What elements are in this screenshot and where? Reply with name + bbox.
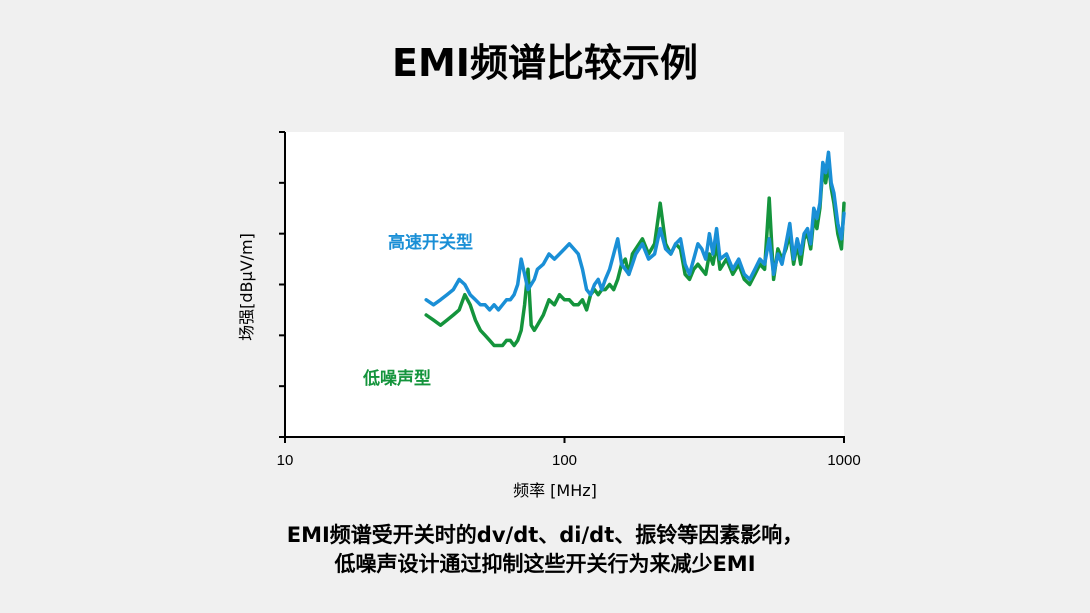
x-axis-label: 频率 [MHz] — [513, 481, 597, 500]
series-line-high-speed — [424, 150, 846, 312]
series-label-low-noise: 低噪声型 — [362, 368, 431, 389]
y-axis-label: 场强[dBμV/m] — [237, 233, 256, 341]
caption-line-1: EMI频谱受开关时的dv/dt、di/dt、振铃等因素影响， — [286, 523, 804, 547]
x-tick-label-100: 100 — [552, 452, 577, 469]
x-tick-label-10: 10 — [277, 452, 294, 469]
caption-line-2: 低噪声设计通过抑制这些开关行为来减少EMI — [334, 552, 756, 576]
plot-area — [285, 132, 844, 437]
caption: EMI频谱受开关时的dv/dt、di/dt、振铃等因素影响， 低噪声设计通过抑制… — [0, 521, 1090, 579]
series-label-high-speed: 高速开关型 — [388, 232, 473, 253]
x-tick-label-1000: 1000 — [827, 452, 860, 469]
series-line-low-noise — [424, 160, 846, 348]
page-title: EMI频谱比较示例 — [392, 41, 698, 85]
